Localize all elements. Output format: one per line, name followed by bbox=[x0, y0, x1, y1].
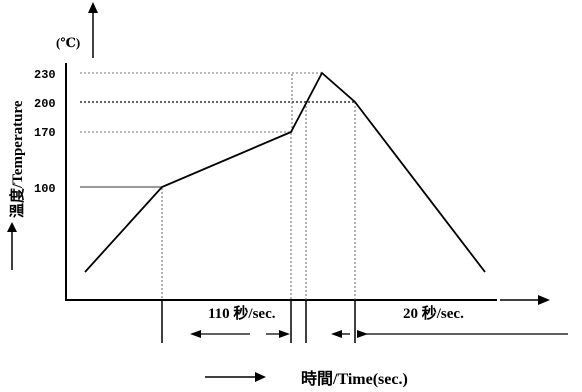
arrow-right-icon bbox=[279, 330, 290, 338]
tick-label-230: 230 bbox=[34, 68, 56, 82]
preheat-duration-arrows bbox=[190, 330, 290, 338]
temperature-profile-line bbox=[84, 71, 486, 273]
arrow-right-icon bbox=[357, 330, 368, 338]
arrow-right-icon bbox=[538, 295, 550, 305]
arrow-up-icon bbox=[7, 222, 17, 232]
tick-label-100: 100 bbox=[34, 182, 56, 196]
time-label-group: 時間/Time(sec.) bbox=[205, 369, 408, 388]
arrow-up-icon bbox=[88, 2, 98, 13]
tick-label-170: 170 bbox=[34, 126, 56, 140]
time-guide-lines bbox=[161, 74, 356, 300]
y-axis-label-group: 溫度/Temperature bbox=[7, 100, 26, 270]
tick-label-200: 200 bbox=[34, 97, 56, 111]
x-axis-arrow bbox=[500, 295, 550, 305]
duration-boundaries bbox=[161, 300, 356, 343]
arrow-left-icon bbox=[190, 330, 201, 338]
axes bbox=[65, 63, 497, 301]
y-axis-label: 溫度/Temperature bbox=[8, 100, 26, 218]
reflow-duration-arrows bbox=[331, 330, 568, 338]
unit-arrow bbox=[88, 2, 98, 58]
arrow-left-icon bbox=[331, 330, 342, 338]
x-axis-label: 時間/Time(sec.) bbox=[301, 369, 408, 388]
arrow-right-icon bbox=[255, 372, 266, 382]
temp-guide-lines bbox=[80, 72, 355, 188]
reflow-duration-label: 20 秒/sec. bbox=[403, 304, 464, 322]
unit-label: (℃) bbox=[56, 35, 80, 50]
preheat-duration-label: 110 秒/sec. bbox=[208, 304, 276, 322]
